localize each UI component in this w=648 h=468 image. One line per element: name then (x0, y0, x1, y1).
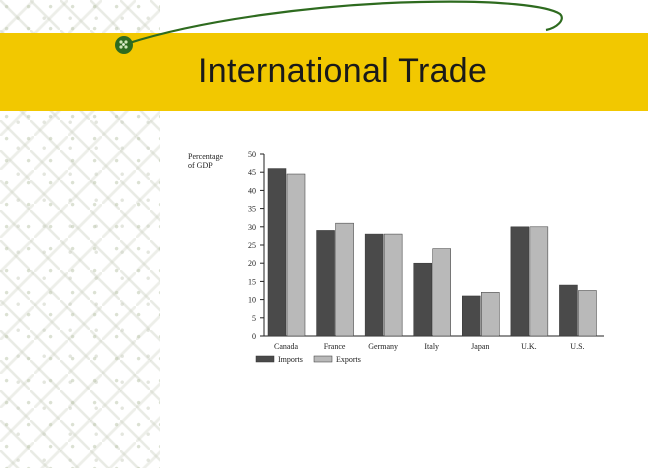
x-tick-label: Italy (424, 342, 439, 351)
y-axis-label-line2: of GDP (188, 161, 213, 170)
chart-legend: Imports Exports (255, 355, 361, 364)
y-tick-label: 45 (248, 168, 256, 177)
y-tick-label: 15 (248, 277, 256, 286)
bar-exports (432, 248, 451, 337)
decorative-swoosh (115, 0, 563, 54)
x-tick-label: France (324, 342, 346, 351)
legend-swatch (255, 355, 275, 363)
bar-imports (462, 295, 481, 337)
bar-exports (335, 222, 354, 337)
bullet-ball-icon (115, 36, 133, 54)
swoosh-line (125, 0, 563, 46)
x-tick-labels: Canada France Germany Italy Japan U.K. U.S. (274, 342, 585, 351)
x-tick-label: Japan (471, 342, 489, 351)
chart-bars (267, 168, 597, 337)
slide-title: International Trade (198, 52, 488, 90)
x-tick-label: Germany (368, 342, 398, 351)
x-tick-label: Canada (274, 342, 298, 351)
legend-label: Imports (278, 355, 303, 364)
y-tick-label: 35 (248, 205, 256, 214)
legend-label: Exports (336, 355, 361, 364)
y-axis-label-line1: Percentage (188, 152, 224, 161)
bar-chart: Percentage of GDP 0 5 10 15 20 25 30 35 40 45 50 C… (188, 150, 604, 364)
bar-imports (316, 230, 335, 337)
y-tick-label: 0 (252, 332, 256, 341)
x-tick-label: U.K. (521, 342, 537, 351)
y-tick-label: 20 (248, 259, 256, 268)
y-tick-label: 50 (248, 150, 256, 159)
x-tick-label: U.S. (570, 342, 584, 351)
y-tick-label: 25 (248, 241, 256, 250)
bar-imports (413, 262, 432, 337)
legend-swatch (313, 355, 333, 363)
bar-imports (364, 233, 384, 337)
bar-exports (383, 233, 403, 337)
y-tick-label: 5 (252, 314, 256, 323)
y-tick-label: 10 (248, 296, 256, 305)
bar-exports (529, 226, 549, 337)
y-tick-label: 30 (248, 223, 256, 232)
bar-imports (267, 168, 287, 337)
bar-exports (481, 292, 500, 337)
y-tick-label: 40 (248, 186, 256, 195)
bar-exports (578, 290, 597, 337)
bar-exports (286, 173, 306, 337)
bar-imports (559, 284, 578, 337)
bar-imports (510, 226, 530, 337)
title-band (0, 33, 648, 111)
